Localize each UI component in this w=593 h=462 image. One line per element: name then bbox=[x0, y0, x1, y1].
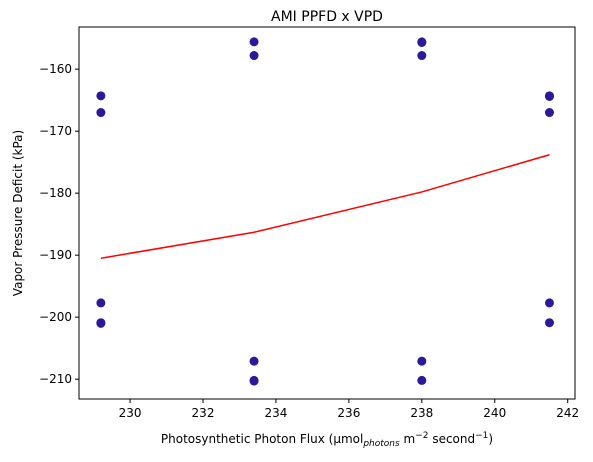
scatter-point-18 bbox=[544, 298, 554, 308]
trend-line bbox=[100, 153, 550, 259]
x-tick-label-1: 232 bbox=[192, 406, 215, 420]
x-axis-label-superscript-1: −2 bbox=[415, 431, 428, 441]
x-tick-label-4: 238 bbox=[410, 406, 433, 420]
x-axis-label-superscript-2: −1 bbox=[475, 431, 488, 441]
y-tick-label-4: −170 bbox=[39, 124, 72, 138]
scatter-point-12 bbox=[417, 51, 427, 61]
scatter-point-0 bbox=[96, 91, 106, 101]
x-axis-label-subscript: photons bbox=[362, 439, 400, 449]
x-tick-label-6: 242 bbox=[556, 406, 579, 420]
x-tick-label-3: 236 bbox=[337, 406, 360, 420]
scatter-point-13 bbox=[417, 356, 427, 366]
x-tick-label-5: 240 bbox=[483, 406, 506, 420]
y-tick-label-3: −180 bbox=[39, 186, 72, 200]
y-tick-label-2: −190 bbox=[39, 248, 72, 262]
y-tick-label-5: −160 bbox=[39, 62, 72, 76]
plot-marks bbox=[96, 37, 554, 386]
chart-title: AMI PPFD x VPD bbox=[271, 9, 383, 25]
scatter-point-1 bbox=[96, 108, 106, 118]
scatter-point-16 bbox=[544, 91, 554, 101]
scatter-point-4 bbox=[96, 318, 106, 328]
y-tick-label-0: −210 bbox=[39, 372, 72, 386]
scatter-point-11 bbox=[417, 38, 427, 47]
x-tick-label-0: 230 bbox=[119, 406, 142, 420]
scatter-point-19 bbox=[544, 318, 554, 328]
scatter-point-5 bbox=[249, 37, 259, 47]
x-axis-label-unit: m bbox=[400, 432, 416, 446]
plot-frame bbox=[78, 26, 576, 400]
x-axis-label-main: Photosynthetic Photon Flux (µmol bbox=[161, 432, 363, 446]
x-axis-label: Photosynthetic Photon Flux (µmolphotons … bbox=[161, 431, 493, 449]
scatter-point-9 bbox=[249, 376, 259, 386]
scatter-point-14 bbox=[417, 375, 427, 385]
scatter-point-6 bbox=[249, 51, 259, 61]
axis-ticks: 230 232 234 236 238 240 242 −210 −200 −190 −180 −17… bbox=[39, 62, 579, 420]
x-tick-label-2: 234 bbox=[264, 406, 287, 420]
x-axis-label-unit-2: second bbox=[429, 432, 476, 446]
scatter-point-7 bbox=[249, 356, 259, 366]
scatter-point-2 bbox=[96, 298, 106, 308]
y-tick-label-1: −200 bbox=[39, 310, 72, 324]
x-axis-label-end: ) bbox=[488, 432, 493, 446]
scatter-point-17 bbox=[544, 108, 554, 118]
y-axis-label: Vapor Pressure Deficit (kPa) bbox=[11, 130, 25, 296]
